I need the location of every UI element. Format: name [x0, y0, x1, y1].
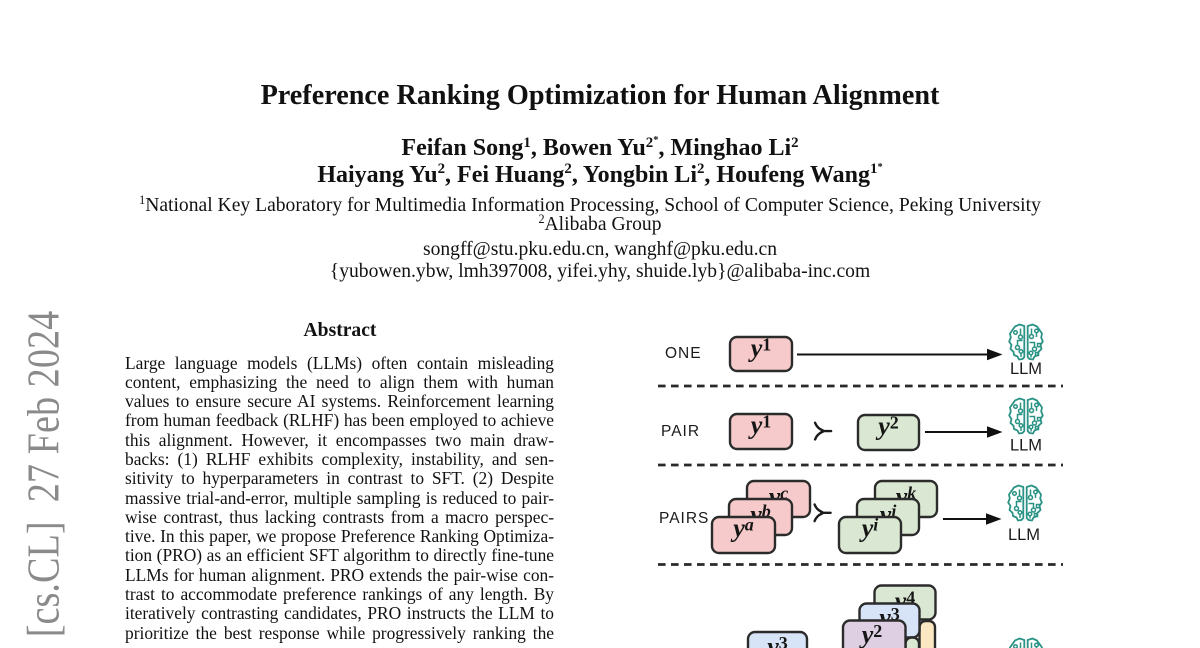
svg-text:ONE: ONE: [665, 345, 702, 362]
svg-text:y3: y3: [764, 632, 788, 648]
svg-text:LLM: LLM: [1010, 437, 1042, 455]
svg-text:PAIR: PAIR: [661, 423, 700, 440]
svg-text:LLM: LLM: [1010, 360, 1042, 378]
svg-text:LLM: LLM: [1008, 526, 1040, 544]
svg-text:PAIRS: PAIRS: [659, 510, 709, 527]
